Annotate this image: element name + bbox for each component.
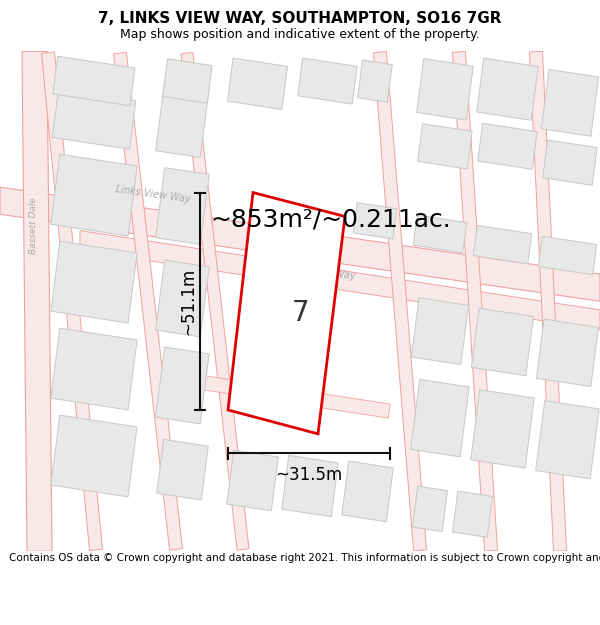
Polygon shape bbox=[342, 461, 393, 522]
Polygon shape bbox=[298, 58, 357, 104]
Polygon shape bbox=[410, 379, 469, 457]
Polygon shape bbox=[472, 308, 533, 376]
Polygon shape bbox=[51, 328, 137, 410]
Polygon shape bbox=[51, 154, 137, 236]
Polygon shape bbox=[543, 140, 597, 185]
Polygon shape bbox=[358, 60, 392, 102]
Text: Map shows position and indicative extent of the property.: Map shows position and indicative extent… bbox=[120, 28, 480, 41]
Polygon shape bbox=[113, 52, 182, 550]
Polygon shape bbox=[541, 69, 599, 136]
Text: 7, LINKS VIEW WAY, SOUTHAMPTON, SO16 7GR: 7, LINKS VIEW WAY, SOUTHAMPTON, SO16 7GR bbox=[98, 11, 502, 26]
Polygon shape bbox=[41, 52, 103, 551]
Text: ~31.5m: ~31.5m bbox=[275, 466, 343, 484]
Polygon shape bbox=[282, 456, 338, 517]
Text: 7: 7 bbox=[292, 299, 310, 328]
Polygon shape bbox=[529, 51, 566, 551]
Polygon shape bbox=[477, 58, 538, 120]
Polygon shape bbox=[538, 236, 596, 275]
Polygon shape bbox=[53, 56, 135, 106]
Polygon shape bbox=[51, 415, 137, 497]
Polygon shape bbox=[417, 59, 473, 120]
Polygon shape bbox=[470, 390, 534, 468]
Polygon shape bbox=[227, 58, 287, 109]
Polygon shape bbox=[412, 298, 469, 364]
Polygon shape bbox=[155, 168, 209, 244]
Polygon shape bbox=[0, 187, 600, 301]
Polygon shape bbox=[536, 401, 599, 479]
Polygon shape bbox=[157, 439, 208, 500]
Polygon shape bbox=[413, 215, 467, 252]
Polygon shape bbox=[155, 347, 209, 424]
Polygon shape bbox=[478, 123, 537, 169]
Polygon shape bbox=[536, 319, 598, 386]
Polygon shape bbox=[200, 376, 390, 418]
Polygon shape bbox=[452, 491, 493, 538]
Polygon shape bbox=[473, 226, 532, 264]
Text: ~853m²/~0.211ac.: ~853m²/~0.211ac. bbox=[210, 208, 451, 232]
Polygon shape bbox=[51, 241, 137, 323]
Polygon shape bbox=[181, 52, 249, 550]
Text: Contains OS data © Crown copyright and database right 2021. This information is : Contains OS data © Crown copyright and d… bbox=[9, 553, 600, 563]
Polygon shape bbox=[413, 486, 448, 532]
Polygon shape bbox=[227, 450, 278, 511]
Polygon shape bbox=[353, 202, 397, 239]
Polygon shape bbox=[418, 124, 472, 169]
Text: Links View Way: Links View Way bbox=[115, 184, 191, 205]
Polygon shape bbox=[155, 81, 209, 158]
Polygon shape bbox=[52, 89, 136, 149]
Polygon shape bbox=[452, 51, 497, 551]
Polygon shape bbox=[155, 260, 209, 337]
Polygon shape bbox=[80, 231, 600, 329]
Text: Links View Way: Links View Way bbox=[280, 261, 356, 281]
Text: Bassett Dale: Bassett Dale bbox=[29, 197, 38, 254]
Polygon shape bbox=[373, 52, 427, 551]
Polygon shape bbox=[163, 59, 212, 103]
Polygon shape bbox=[228, 192, 345, 434]
Polygon shape bbox=[22, 51, 52, 551]
Text: ~51.1m: ~51.1m bbox=[179, 268, 197, 335]
